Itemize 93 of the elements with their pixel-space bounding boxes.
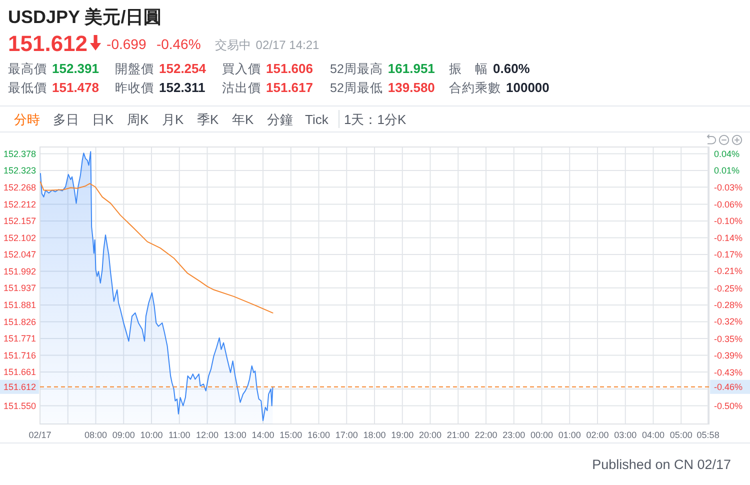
text: -0.699 <box>106 36 146 52</box>
x-tick-label: 19:00 <box>391 430 414 440</box>
text: Tick <box>305 112 329 127</box>
y2-tick-label: 0.01% <box>714 166 740 176</box>
y2-tick-label: -0.50% <box>714 401 743 412</box>
y2-tick-label: -0.21% <box>714 266 743 276</box>
y-tick-label: 151.881 <box>3 300 36 310</box>
ref-line-label: 151.612 <box>3 382 36 392</box>
x-tick-label: 02:00 <box>586 430 609 440</box>
y-tick-label: 152.157 <box>3 216 36 226</box>
y-tick-label: 151.992 <box>3 266 36 276</box>
text: 139.580 <box>388 80 435 95</box>
x-tick-label: 20:00 <box>418 430 442 440</box>
y2-tick-label: -0.35% <box>714 334 743 344</box>
x-tick-label: 09:00 <box>112 430 135 440</box>
y-tick-label: 151.771 <box>3 334 36 344</box>
y2-tick-label: -0.25% <box>714 283 743 294</box>
y2-tick-label: -0.14% <box>714 232 743 243</box>
x-tick-label: 17:00 <box>335 430 358 440</box>
y-tick-label: 152.323 <box>3 166 36 176</box>
x-tick-label: 23:00 <box>502 430 526 440</box>
text: 分時 <box>14 112 40 127</box>
y2-tick-label: -0.32% <box>714 316 743 327</box>
x-tick-label: 10:00 <box>140 430 163 440</box>
text: 沽出價 <box>222 81 261 95</box>
y-tick-label: 151.550 <box>3 400 36 411</box>
text: 最高價 <box>8 61 47 76</box>
x-tick-label: 05:00 <box>670 430 692 440</box>
x-tick-label: 08:00 <box>84 430 108 440</box>
text: Published on CN 02/17 <box>592 457 731 472</box>
x-tick-label: 04:00 <box>642 430 665 440</box>
text: 昨收價 <box>115 81 154 95</box>
text: 周K <box>127 112 149 127</box>
y-tick-label: 152.378 <box>3 148 36 159</box>
text: 152.311 <box>159 80 206 95</box>
x-tick-label: 15:00 <box>280 430 302 440</box>
text: 日K <box>92 112 114 127</box>
text: 買入價 <box>222 62 261 76</box>
y-tick-label: 152.102 <box>3 232 36 243</box>
text: 152.391 <box>52 61 99 76</box>
x-tick-label: 22:00 <box>474 430 498 440</box>
x-tick-label: 00:00 <box>530 430 554 440</box>
x-tick-label: 01:00 <box>558 430 581 440</box>
y2-tick-label: -0.28% <box>714 300 743 310</box>
text: -0.46% <box>156 36 201 52</box>
text: 02/17 14:21 <box>256 38 320 52</box>
chart-title: USDJPY 美元/日圓 <box>8 7 162 27</box>
y2-tick-label: -0.17% <box>714 249 743 260</box>
chart-subtitle: 151.612 <box>8 31 88 56</box>
x-tick-label: 12:00 <box>196 430 219 440</box>
annotation: -0.46% <box>714 382 743 392</box>
text: 年K <box>232 112 254 127</box>
text: 1天：1分K <box>344 112 406 127</box>
text: 月K <box>162 112 184 127</box>
y2-tick-label: 0.04% <box>714 148 740 159</box>
x-tick-label: 16:00 <box>307 430 330 440</box>
text: 151.606 <box>266 61 313 76</box>
text: 開盤價 <box>115 62 154 76</box>
text: 161.951 <box>388 61 435 76</box>
y2-tick-label: -0.10% <box>714 216 743 226</box>
text: 0.60% <box>493 61 530 76</box>
x-tick-label: 02/17 <box>28 430 52 440</box>
text: 分鐘 <box>267 112 293 127</box>
x-tick-label: 11:00 <box>168 430 190 440</box>
x-tick-label: 03:00 <box>614 430 637 440</box>
y-tick-label: 151.826 <box>3 316 36 327</box>
y2-tick-label: -0.43% <box>714 367 743 378</box>
text: 52周最低 <box>330 81 383 95</box>
y-tick-label: 152.212 <box>3 199 36 210</box>
x-tick-label: 18:00 <box>363 430 386 440</box>
y-tick-label: 152.047 <box>3 250 36 260</box>
text: 振 幅 <box>449 62 488 76</box>
y-tick-label: 151.937 <box>3 283 36 294</box>
text: 151.617 <box>266 80 313 95</box>
y2-tick-label: -0.39% <box>714 350 743 361</box>
text: 100000 <box>506 80 550 95</box>
x-tick-label: 05:58 <box>696 430 720 440</box>
text: 152.254 <box>159 61 207 76</box>
x-tick-label: 14:00 <box>252 430 274 440</box>
text: 最低價 <box>8 81 47 95</box>
text: 季K <box>197 112 219 127</box>
text: 151.478 <box>52 80 99 95</box>
y-tick-label: 152.268 <box>3 182 36 192</box>
y-tick-label: 151.661 <box>3 367 36 378</box>
text: 交易中 <box>214 38 251 52</box>
y2-tick-label: -0.03% <box>714 182 743 192</box>
y-tick-label: 151.716 <box>3 350 36 360</box>
x-tick-label: 21:00 <box>446 430 470 440</box>
text: 合約乘數 <box>449 81 501 95</box>
text: 多日 <box>53 112 79 127</box>
y2-tick-label: -0.06% <box>714 199 743 210</box>
text: 52周最高 <box>330 61 383 76</box>
x-tick-label: 13:00 <box>224 430 246 440</box>
